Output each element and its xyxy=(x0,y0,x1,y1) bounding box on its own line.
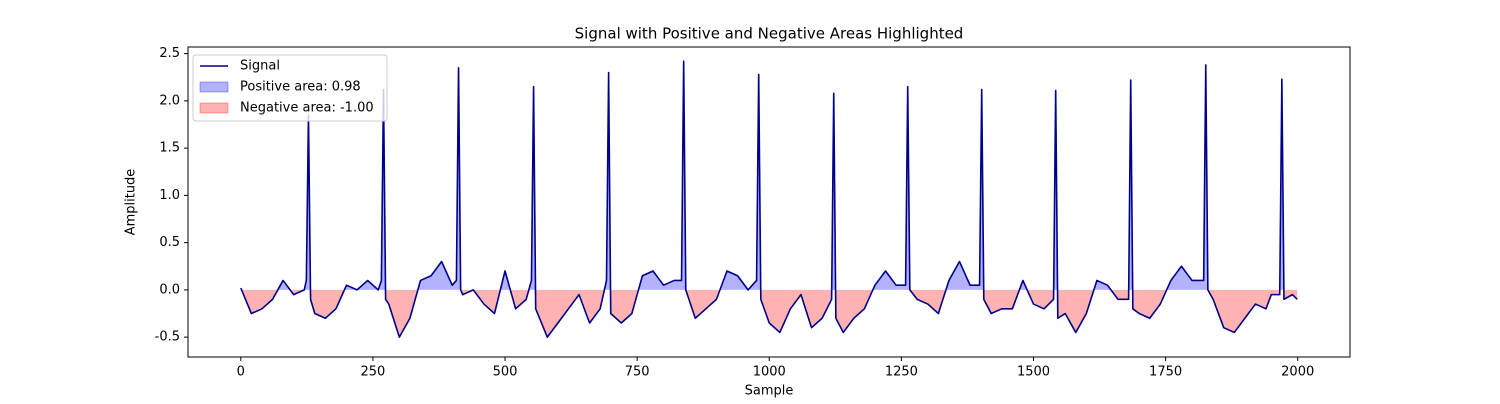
legend-label: Negative area: -1.00 xyxy=(240,101,374,116)
x-axis-label: Sample xyxy=(745,384,794,399)
legend-label: Signal xyxy=(240,59,280,74)
y-tick-label: 0.0 xyxy=(159,282,180,297)
x-tick-label: 1000 xyxy=(753,365,786,380)
legend-patch xyxy=(199,81,229,93)
y-tick-label: 1.0 xyxy=(159,188,180,203)
x-tick-label: 1250 xyxy=(885,365,918,380)
x-tick-label: 500 xyxy=(493,365,518,380)
axes-frame xyxy=(187,46,1351,358)
y-tick-label: 1.5 xyxy=(159,141,180,156)
y-tick-label: 0.5 xyxy=(159,235,180,250)
y-tick-label: -0.5 xyxy=(155,330,180,345)
legend-label: Positive area: 0.98 xyxy=(240,80,361,95)
x-tick-label: 1500 xyxy=(1017,365,1050,380)
x-tick-label: 2000 xyxy=(1281,365,1314,380)
legend-patch xyxy=(199,102,229,114)
x-tick-label: 0 xyxy=(237,365,245,380)
legend-box xyxy=(192,54,388,122)
y-axis-label: Amplitude xyxy=(124,169,139,236)
y-tick-label: 2.5 xyxy=(159,46,180,61)
y-tick-label: 2.0 xyxy=(159,93,180,108)
chart-title: Signal with Positive and Negative Areas … xyxy=(575,25,964,43)
x-tick-label: 750 xyxy=(625,365,650,380)
x-tick-label: 1750 xyxy=(1149,365,1182,380)
signal-line xyxy=(240,60,1298,338)
x-tick-label: 250 xyxy=(361,365,386,380)
